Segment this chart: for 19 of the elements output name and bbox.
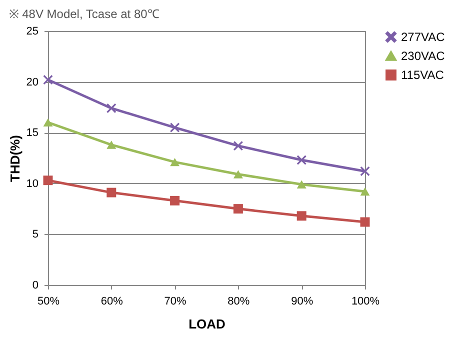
x-tick-label: 60% xyxy=(100,296,124,308)
point xyxy=(43,75,53,85)
chart-title: ※ 48V Model, Tcase at 80℃ xyxy=(8,7,160,21)
y-tick-label: 5 xyxy=(32,228,38,241)
legend-label: 230VAC xyxy=(401,49,446,63)
y-axis-title: THD(%) xyxy=(7,135,22,182)
legend-label: 277VAC xyxy=(401,30,446,44)
x-tick-label: 90% xyxy=(291,296,314,308)
x-tick-label: 70% xyxy=(164,296,187,308)
x-tick-label: 80% xyxy=(228,296,250,308)
legend-label: 115VAC xyxy=(401,68,444,82)
x-tick-label: 50% xyxy=(37,296,60,308)
x-tick-label: 100% xyxy=(351,296,380,308)
y-tick-label: 10 xyxy=(26,178,38,190)
y-tick-label: 15 xyxy=(26,127,38,140)
y-tick-label: 25 xyxy=(26,26,38,38)
x-axis-title: LOAD xyxy=(188,316,226,332)
y-tick-label: 20 xyxy=(26,76,38,88)
y-tick-label: 0 xyxy=(32,280,38,292)
